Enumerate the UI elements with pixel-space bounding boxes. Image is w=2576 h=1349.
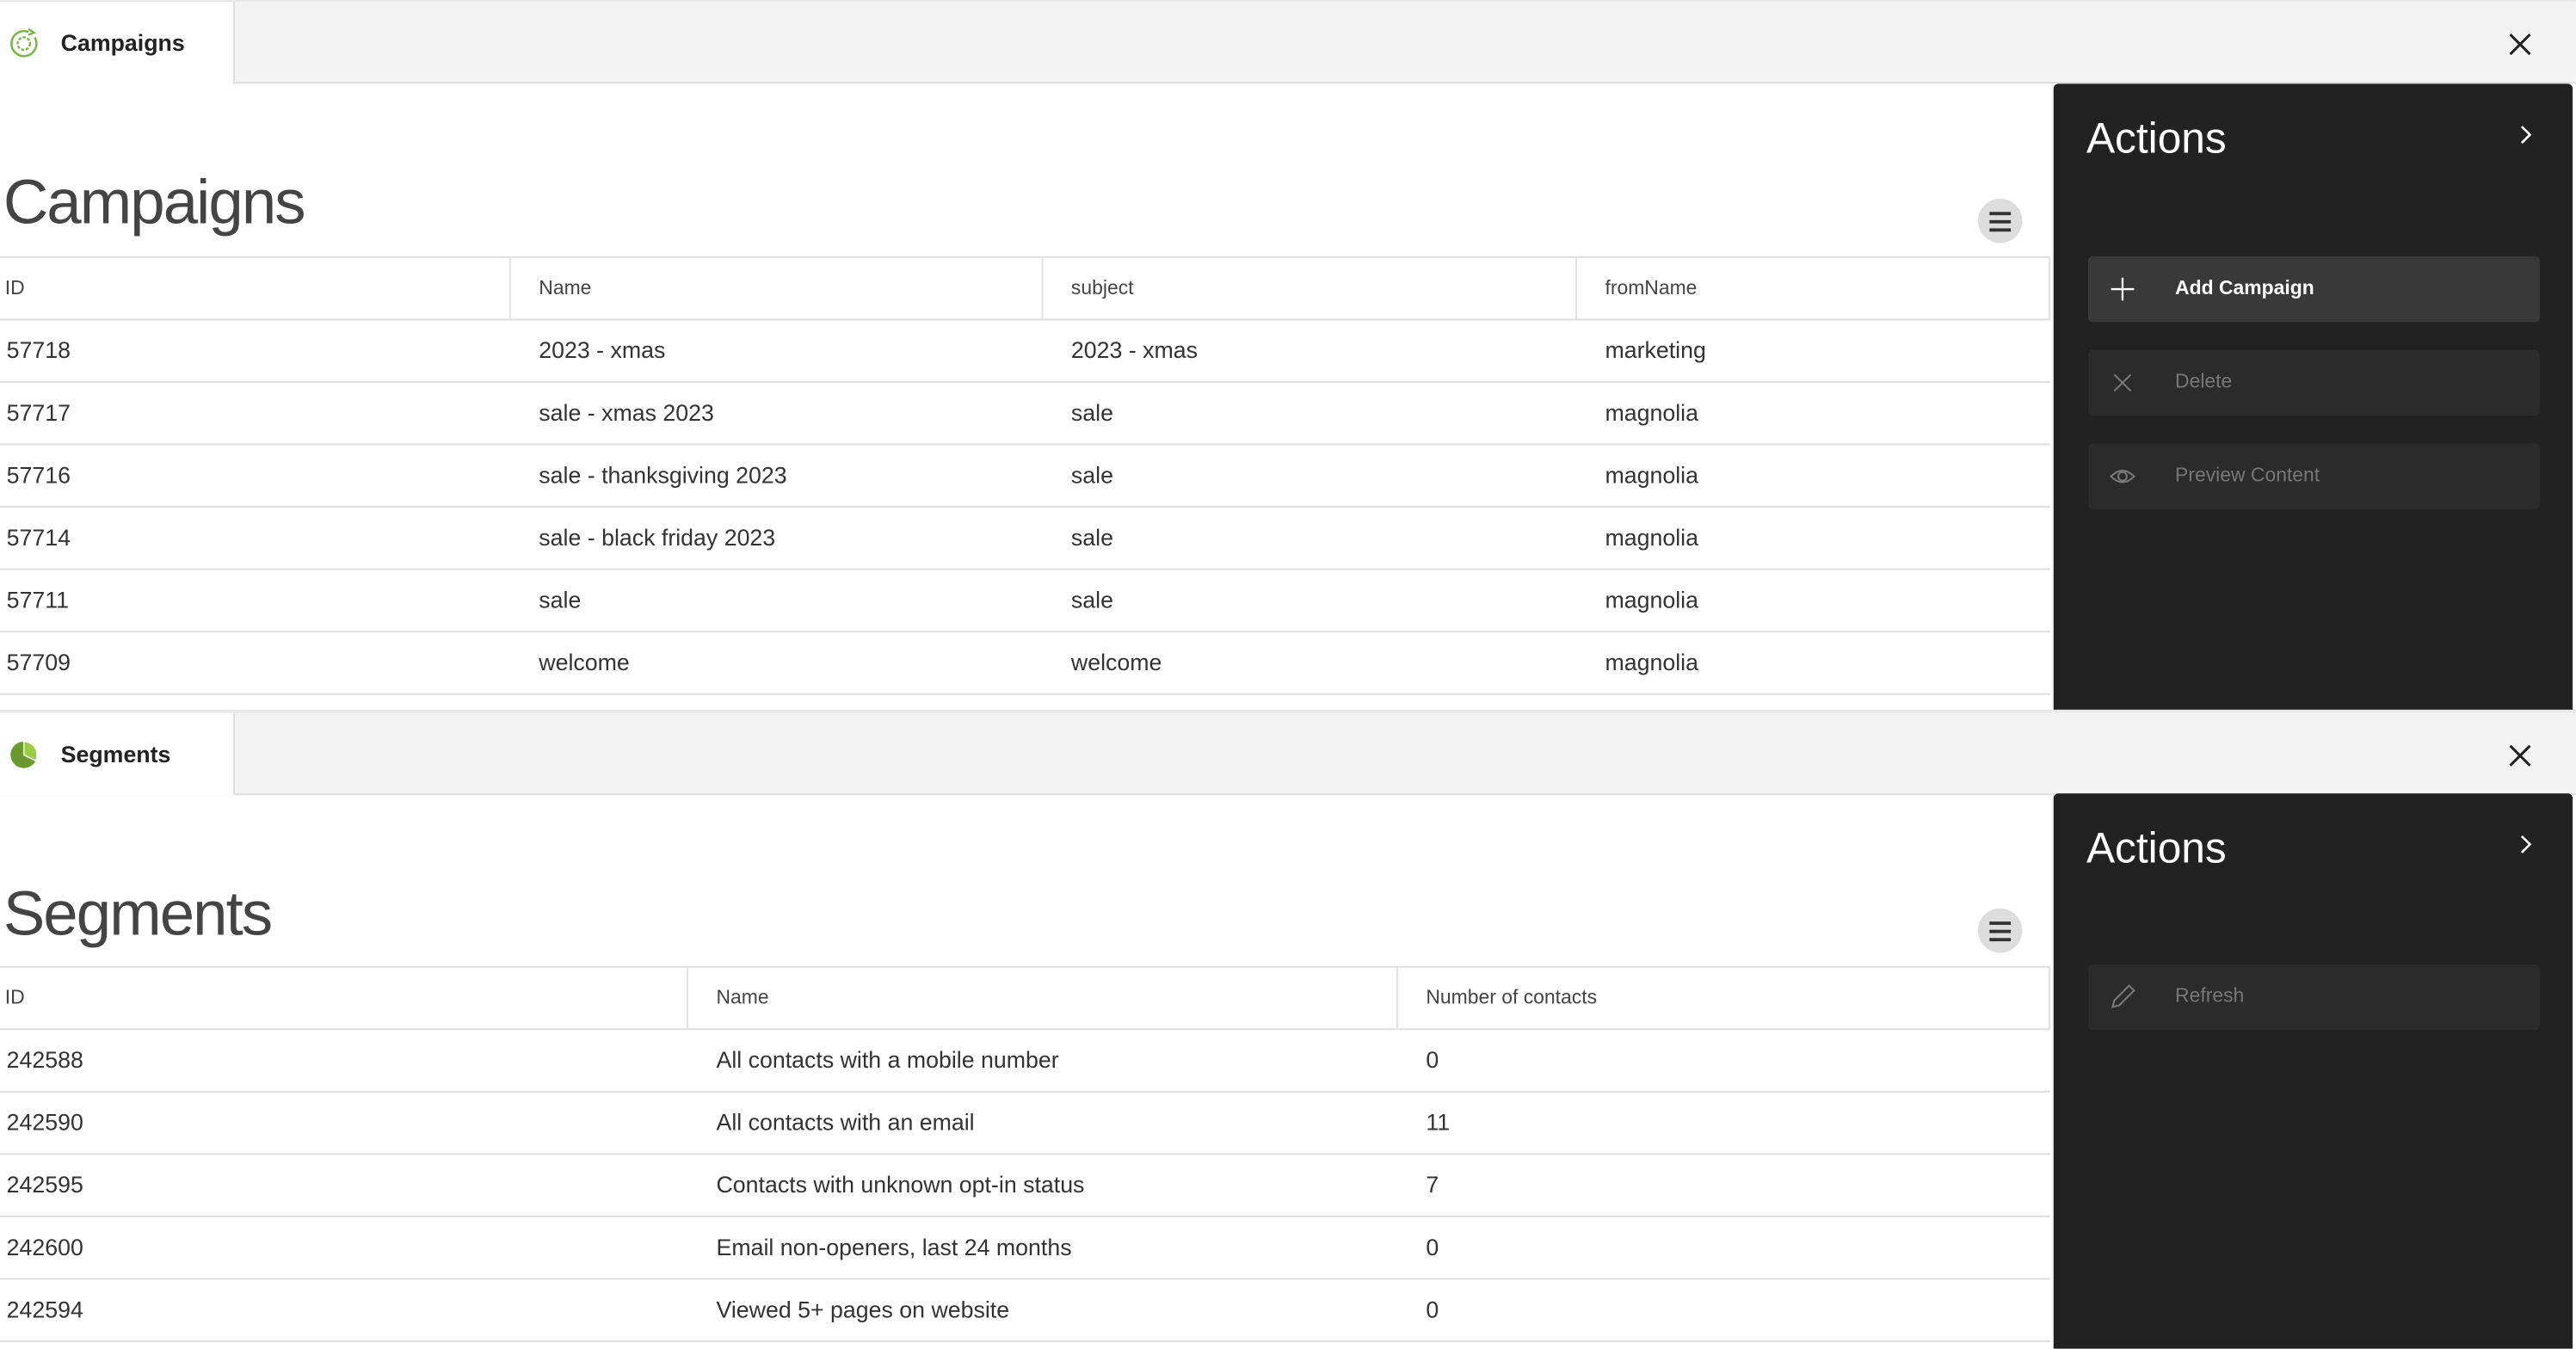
refresh-button[interactable]: Refresh [2087,964,2540,1031]
button-label: Refresh [2175,983,2245,1007]
table-row[interactable]: 242595 Contacts with unknown opt-in statu… [0,1155,2050,1217]
table-cell: sale - xmas 2023 [539,398,714,426]
table-cell: 242595 [6,1171,83,1198]
column-header[interactable]: Name [511,257,1044,319]
segments-panel: Segments Segments ID Name Number of contac… [0,712,2576,1349]
close-icon[interactable] [2504,28,2536,60]
table-row[interactable]: 242594 Viewed 5+ pages on website 0 [0,1279,2050,1342]
button-label: Add Campaign [2175,275,2314,299]
tab-segments[interactable]: Segments [0,712,236,796]
tab-label: Segments [60,741,171,767]
pencil-icon [2111,984,2135,1008]
column-header[interactable]: subject [1043,257,1578,319]
x-icon [2113,373,2132,392]
table-cell: magnolia [1605,586,1698,613]
campaigns-panel: Campaigns Campaigns ID Name subject fromNam… [0,1,2576,710]
table-cell: 57711 [6,586,70,613]
actions-panel: Actions Refresh [2053,793,2573,1349]
table-row[interactable]: 57718 2023 - xmas 2023 - xmas marketing [0,320,2050,383]
table-cell: Viewed 5+ pages on website [716,1296,1010,1323]
table-cell: welcome [1070,649,1162,675]
table-cell: magnolia [1605,398,1698,426]
tab-campaigns[interactable]: Campaigns [0,1,236,84]
column-header[interactable]: Name [688,967,1398,1029]
table-menu-button[interactable] [1977,199,2023,243]
table-header-row: ID Name Number of contacts [0,965,2050,1031]
chevron-right-icon[interactable] [2515,833,2535,856]
table-cell: sale [1070,398,1113,426]
table-cell: 2023 - xmas [539,336,666,363]
chevron-right-icon[interactable] [2515,123,2535,146]
table-cell: 0 [1426,1046,1439,1073]
table-cell: 57716 [6,461,71,489]
column-header[interactable]: ID [0,967,689,1029]
page-title: Segments [3,880,273,950]
campaign-cycle-icon [10,28,38,58]
table-row[interactable]: 242590 All contacts with an email 11 [0,1093,2050,1155]
table-cell: 242590 [6,1108,83,1136]
table-cell: marketing [1605,336,1706,363]
table-cell: 0 [1426,1296,1439,1323]
table-menu-button[interactable] [1977,908,2023,953]
table-row[interactable]: 242588 All contacts with a mobile number 0 [0,1030,2050,1093]
table-cell: 2023 - xmas [1070,336,1199,363]
button-label: Preview Content [2175,463,2320,487]
table-row[interactable]: 57716 sale - thanksgiving 2023 sale magnoli… [0,445,2050,508]
tab-label: Campaigns [60,29,185,56]
plus-icon [2111,277,2135,301]
table-row[interactable]: 242600 Email non-openers, last 24 months 0 [0,1217,2050,1280]
close-icon[interactable] [2504,739,2536,772]
table-cell: magnolia [1605,649,1698,675]
eye-icon [2110,470,2135,484]
column-header[interactable]: fromName [1577,257,2050,319]
table-cell: magnolia [1605,461,1698,489]
table-cell: All contacts with an email [716,1108,975,1136]
table-cell: 242594 [6,1296,83,1323]
table-row[interactable]: 57711 sale sale magnolia [0,570,2050,633]
table-cell: sale [1070,524,1113,551]
table-cell: 7 [1426,1171,1439,1198]
table-cell: sale [1070,461,1113,489]
actions-title: Actions [2086,822,2227,872]
button-label: Delete [2175,369,2233,393]
column-header[interactable]: Number of contacts [1398,967,2050,1029]
table-cell: All contacts with a mobile number [716,1046,1059,1073]
segments-tabbar: Segments [0,712,2576,796]
table-cell: 0 [1426,1233,1439,1260]
table-cell: sale - black friday 2023 [539,524,776,551]
table-cell: 57714 [6,524,71,551]
table-row[interactable]: 57717 sale - xmas 2023 sale magnolia [0,383,2050,446]
column-header[interactable]: ID [0,257,511,319]
actions-title: Actions [2086,113,2227,163]
campaigns-tabbar: Campaigns [0,1,2576,84]
table-cell: sale [1070,586,1113,613]
table-cell: 242600 [6,1233,83,1260]
table-cell: welcome [539,649,630,675]
table-cell: Contacts with unknown opt-in status [716,1171,1085,1198]
actions-panel: Actions Add Campaign Delete Preview Cont… [2053,83,2573,710]
table-header-row: ID Name subject fromName [0,256,2050,321]
table-cell: 57717 [6,398,71,426]
table-cell: 57709 [6,649,71,675]
page-title: Campaigns [3,169,306,238]
pie-chart-icon [10,741,38,768]
preview-content-button[interactable]: Preview Content [2087,443,2540,509]
campaigns-table: ID Name subject fromName 57718 2023 - xmas 202… [0,256,2050,695]
table-row[interactable]: 57714 sale - black friday 2023 sale magnoli… [0,508,2050,570]
table-row[interactable]: 57709 welcome welcome magnolia [0,632,2050,695]
segments-table: ID Name Number of contacts 242588 All contac… [0,965,2050,1342]
add-campaign-button[interactable]: Add Campaign [2087,256,2540,323]
table-cell: 242588 [6,1046,83,1073]
table-cell: 57718 [6,336,71,363]
table-cell: 11 [1426,1108,1451,1136]
table-cell: Email non-openers, last 24 months [716,1233,1072,1260]
table-cell: sale - thanksgiving 2023 [539,461,787,489]
table-cell: sale [539,586,582,613]
delete-button[interactable]: Delete [2087,349,2540,416]
table-cell: magnolia [1605,524,1698,551]
